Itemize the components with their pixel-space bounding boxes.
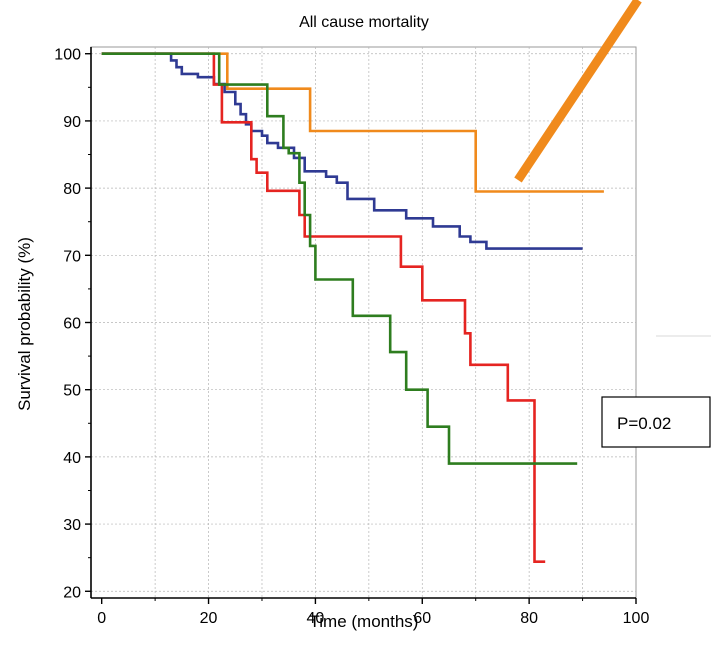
x-tick-label: 80 xyxy=(520,610,538,627)
x-tick-label: 20 xyxy=(200,610,218,627)
arrow-annotation xyxy=(514,0,642,183)
y-tick-label: 20 xyxy=(63,584,81,601)
y-tick-label: 50 xyxy=(63,383,81,400)
y-tick-label: 90 xyxy=(63,114,81,131)
axes: 20 30 40 50 60 70 80 90 100 0 20 40 60 80 100 xyxy=(54,47,649,627)
p-value-box: P=0.02 xyxy=(601,396,711,448)
x-tick-label: 40 xyxy=(307,610,325,627)
chart-title: All cause mortality xyxy=(299,14,429,31)
series-line-blue xyxy=(101,52,583,250)
y-tick-label: 80 xyxy=(63,181,81,198)
series-line-red xyxy=(101,52,546,563)
series-line-green xyxy=(101,52,578,465)
x-tick-label: 60 xyxy=(413,610,431,627)
x-tick-label: 100 xyxy=(623,610,650,627)
y-tick-label: 100 xyxy=(54,47,81,64)
y-tick-label: 30 xyxy=(63,517,81,534)
series-layer xyxy=(101,52,604,563)
y-tick-label: 70 xyxy=(63,248,81,265)
series-line-orange xyxy=(101,52,604,193)
y-tick-label: 60 xyxy=(63,316,81,333)
y-axis-title: Survival probability (%) xyxy=(15,237,34,411)
x-tick-label: 0 xyxy=(97,610,106,627)
x-axis-title: Time (months) xyxy=(310,612,419,631)
p-value-label: P=0.02 xyxy=(617,414,671,433)
y-tick-label: 40 xyxy=(63,450,81,467)
